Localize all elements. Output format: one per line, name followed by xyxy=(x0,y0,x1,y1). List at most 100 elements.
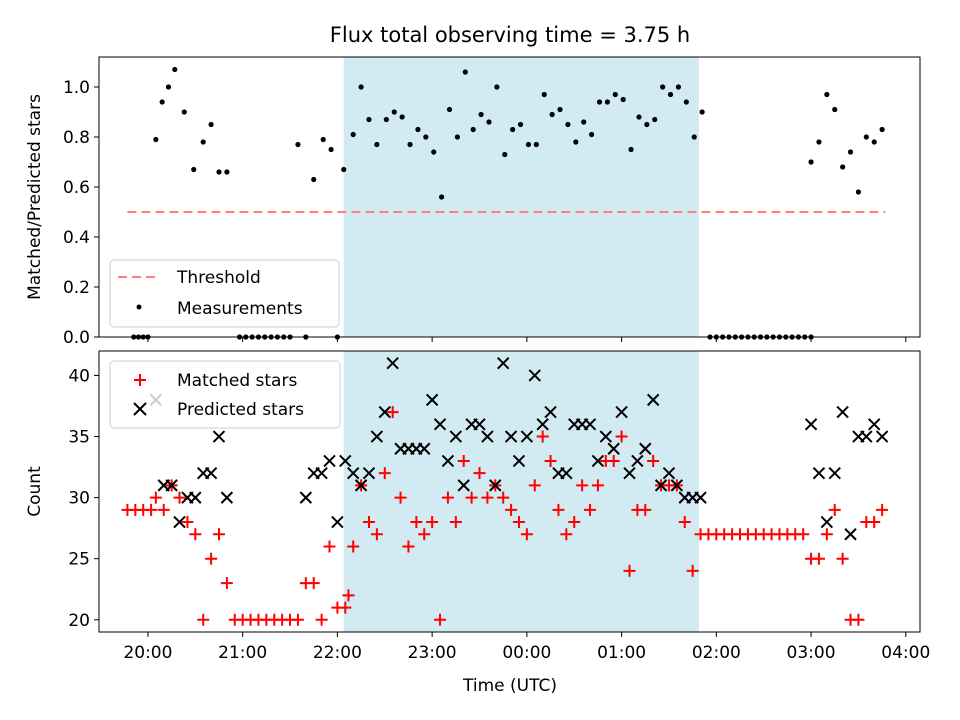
matched-point xyxy=(615,430,628,443)
y-tick-label: 40 xyxy=(68,366,90,386)
measurement-point xyxy=(383,116,389,123)
predicted-point xyxy=(623,466,636,480)
predicted-point xyxy=(473,418,486,431)
matched-point xyxy=(876,503,889,516)
predicted-point xyxy=(481,430,494,443)
matched-point xyxy=(145,503,158,516)
matched-point xyxy=(394,491,407,504)
predicted-point xyxy=(220,491,234,504)
matched-point xyxy=(291,613,304,626)
matched-point xyxy=(205,552,218,565)
x-tick-label: 21:00 xyxy=(218,643,267,663)
measurement-point xyxy=(573,139,579,145)
measurement-point xyxy=(478,111,484,118)
measurement-point xyxy=(699,109,705,115)
x-tick-label: 04:00 xyxy=(881,643,930,663)
legend-predicted-label: Predicted stars xyxy=(177,400,304,420)
predicted-point xyxy=(804,418,818,431)
measurement-point xyxy=(644,121,650,128)
predicted-point xyxy=(173,515,186,529)
matched-point xyxy=(473,467,486,480)
predicted-point xyxy=(820,515,834,529)
predicted-point xyxy=(607,442,620,455)
ratio-legend: Threshold Measurements xyxy=(109,259,340,328)
x-tick-label: 20:00 xyxy=(123,643,172,663)
predicted-point xyxy=(425,393,439,407)
matched-point xyxy=(370,528,383,541)
matched-point xyxy=(560,528,573,541)
x-tick-label: 00:00 xyxy=(502,643,551,663)
measurement-point xyxy=(816,139,822,145)
matched-point xyxy=(820,528,833,541)
legend-matched-label: Matched stars xyxy=(177,371,297,391)
matched-point xyxy=(528,479,541,492)
y-tick-label: 0.4 xyxy=(63,228,90,248)
measurement-point xyxy=(172,66,178,73)
measurement-point xyxy=(620,96,626,103)
matched-point xyxy=(189,528,202,541)
measurement-point xyxy=(541,91,547,98)
predicted-point xyxy=(489,479,502,492)
count-x-ticks: 20:00 21:00 22:00 23:00 00:00 01:00 02:00 03:00… xyxy=(123,632,930,663)
matched-point xyxy=(536,430,549,443)
matched-point xyxy=(591,479,604,492)
matched-point xyxy=(552,503,565,516)
x-axis-label: Time (UTC) xyxy=(462,676,557,696)
count-legend: Matched stars Predicted stars xyxy=(109,360,341,429)
measurement-point xyxy=(494,84,500,90)
legend-measurements-swatch xyxy=(136,304,142,310)
matched-point xyxy=(812,552,825,565)
y-tick-label: 0.0 xyxy=(63,328,90,348)
matched-point xyxy=(449,516,462,529)
matched-point xyxy=(576,479,589,492)
measurement-point xyxy=(652,116,658,123)
predicted-point xyxy=(560,466,573,480)
predicted-point xyxy=(339,454,352,468)
matched-point xyxy=(868,516,881,529)
measurement-point xyxy=(517,121,524,128)
matched-point xyxy=(173,491,186,504)
ratio-y-axis-label: Matched/Predicted stars xyxy=(25,94,45,300)
measurement-point xyxy=(328,146,334,153)
measurement-point xyxy=(191,166,197,173)
matched-point xyxy=(797,528,810,541)
measurement-point xyxy=(636,114,642,120)
predicted-point xyxy=(315,466,328,480)
matched-point xyxy=(212,528,225,541)
predicted-point xyxy=(346,466,360,480)
predicted-point xyxy=(528,369,541,382)
measurement-point xyxy=(557,106,563,113)
measurement-point xyxy=(391,109,397,115)
x-tick-label: 23:00 xyxy=(408,643,457,663)
matched-point xyxy=(386,406,399,419)
predicted-point xyxy=(583,418,597,431)
predicted-point xyxy=(418,442,431,455)
measurement-point xyxy=(502,151,508,158)
measurement-point xyxy=(565,121,571,128)
measurement-point xyxy=(311,176,317,183)
measurement-point xyxy=(295,141,301,148)
measurement-point xyxy=(660,84,666,90)
matched-point xyxy=(323,540,336,553)
predicted-point xyxy=(694,491,707,504)
measurement-point xyxy=(153,136,159,143)
y-tick-label: 25 xyxy=(68,550,90,570)
predicted-point xyxy=(875,430,889,443)
measurement-point xyxy=(525,141,532,148)
x-tick-label: 01:00 xyxy=(597,643,646,663)
y-tick-label: 0.6 xyxy=(63,178,90,198)
matched-point xyxy=(497,491,510,504)
predicted-point xyxy=(670,479,684,492)
measurement-point xyxy=(855,189,862,195)
measurement-point xyxy=(181,109,187,115)
matched-point xyxy=(481,491,494,504)
x-tick-label: 03:00 xyxy=(787,643,836,663)
measurement-point xyxy=(431,149,437,155)
ratio-y-ticks: 0.0 0.2 0.4 0.6 0.8 1.0 xyxy=(63,78,99,348)
matched-point xyxy=(852,613,865,626)
predicted-point xyxy=(828,466,841,480)
matched-point xyxy=(639,503,652,516)
measurement-point xyxy=(847,149,854,155)
matched-point xyxy=(465,491,478,504)
measurement-point xyxy=(415,126,421,133)
